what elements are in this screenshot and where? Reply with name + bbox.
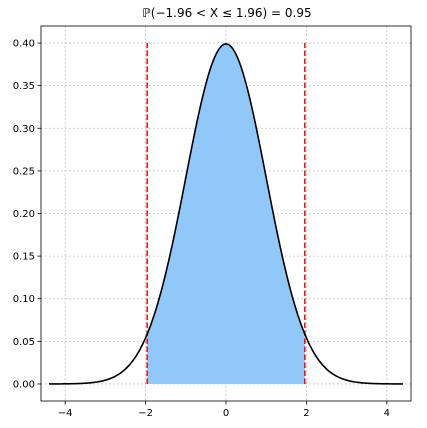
y-axis-ticks: 0.00 0.05 0.10 0.15 0.20 0.25 0.30 0.35 0.40 — [13, 39, 41, 390]
x-tick-label: 0 — [223, 408, 229, 419]
y-tick-label: 0.40 — [13, 39, 35, 50]
critical-lines — [146, 43, 306, 384]
y-tick-label: 0.15 — [13, 252, 35, 263]
x-tick-label: −4 — [58, 408, 73, 419]
x-tick-label: 4 — [384, 408, 390, 419]
y-tick-label: 0.00 — [13, 379, 35, 390]
chart-title: ℙ(−1.96 < X ≤ 1.96) = 0.95 — [142, 6, 311, 20]
y-tick-label: 0.35 — [13, 81, 35, 92]
y-tick-label: 0.10 — [13, 294, 35, 305]
shaded-region — [147, 43, 305, 384]
x-tick-label: −2 — [138, 408, 153, 419]
x-tick-label: 2 — [303, 408, 309, 419]
y-tick-label: 0.25 — [13, 166, 35, 177]
x-axis-ticks: −4 −2 0 2 4 — [58, 401, 390, 419]
density-curve — [49, 43, 403, 385]
y-tick-label: 0.05 — [13, 337, 35, 348]
y-tick-label: 0.30 — [13, 124, 35, 135]
shaded-area — [147, 43, 305, 384]
density-line — [49, 43, 403, 385]
y-tick-label: 0.20 — [13, 209, 35, 220]
